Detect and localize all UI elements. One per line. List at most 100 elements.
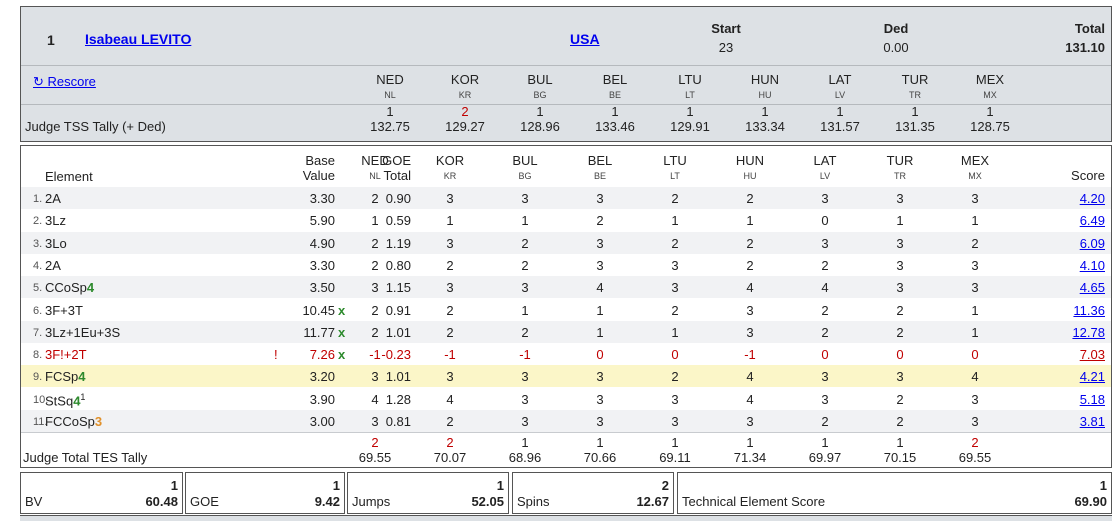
judge-mark: 2 bbox=[446, 257, 454, 273]
judge-tes-rank: 1 bbox=[521, 435, 529, 450]
judge-mark: 1 bbox=[671, 324, 679, 340]
element-score-link[interactable]: 4.65 bbox=[1079, 280, 1105, 296]
element-score-link[interactable]: 4.20 bbox=[1079, 191, 1105, 206]
element-score-link[interactable]: 6.09 bbox=[1079, 235, 1105, 251]
judge-tss-rank: 1 bbox=[536, 104, 544, 119]
judge-mark: 3 bbox=[446, 191, 454, 206]
header-base-2: Value bbox=[302, 168, 335, 183]
element-score-link[interactable]: 7.03 bbox=[1079, 347, 1105, 363]
element-code: FCCoSp bbox=[45, 414, 95, 429]
judge-tss-value: 131.57 bbox=[820, 119, 860, 134]
judge-mark: 3 bbox=[521, 369, 529, 385]
element-score-link[interactable]: 3.81 bbox=[1079, 414, 1105, 429]
judge-country: NL bbox=[384, 90, 396, 100]
judge-tss-value: 131.35 bbox=[895, 119, 935, 134]
element-score-link[interactable]: 12.78 bbox=[1072, 324, 1105, 340]
total-box: 2 Spins 12.67 bbox=[512, 472, 674, 514]
judge-code: NED bbox=[376, 72, 404, 87]
element-code: StSq bbox=[45, 393, 74, 409]
element-name: FCCoSp3 bbox=[45, 414, 102, 429]
judge-mark: 3 bbox=[746, 302, 754, 318]
judge-mark: 0 bbox=[671, 347, 679, 363]
judge-code: LTU bbox=[678, 72, 702, 87]
judge-tes-value: 70.07 bbox=[433, 450, 467, 465]
judge-code: NED bbox=[361, 153, 389, 168]
base-value: 3.90 bbox=[309, 391, 335, 407]
element-index: 1. bbox=[33, 193, 43, 205]
judge-mark: 2 bbox=[896, 391, 904, 407]
total-value: 69.90 bbox=[1074, 494, 1107, 509]
judge-mark: 3 bbox=[896, 191, 904, 206]
total-rank: 1 bbox=[1099, 478, 1107, 493]
element-index: 5. bbox=[33, 282, 43, 295]
skater-summary-panel: 1 Isabeau LEVITO USA Start 23 Ded 0.00 T… bbox=[20, 6, 1112, 142]
element-name: 3F+3T bbox=[45, 303, 83, 318]
judge-mark: 3 bbox=[896, 257, 904, 273]
judge-mark: 3 bbox=[446, 369, 454, 385]
element-score-link[interactable]: 6.49 bbox=[1079, 213, 1105, 229]
edge-flag-icon: ! bbox=[274, 347, 278, 363]
base-value: 3.20 bbox=[309, 369, 335, 385]
judge-tes-value: 71.34 bbox=[733, 450, 767, 465]
base-value: 3.30 bbox=[309, 191, 335, 206]
judge-country: KR bbox=[458, 90, 472, 100]
judge-mark: -1 bbox=[369, 347, 381, 363]
nation-link[interactable]: USA bbox=[570, 31, 600, 47]
element-index: 6. bbox=[33, 304, 43, 317]
judge-mark: -1 bbox=[744, 347, 756, 363]
base-value: 4.90 bbox=[309, 235, 335, 251]
bonus-x-marker: x bbox=[338, 347, 346, 363]
judge-mark: 3 bbox=[521, 280, 529, 296]
element-index: 8. bbox=[33, 349, 43, 362]
judge-mark: 3 bbox=[521, 191, 529, 206]
goe-total: 1.28 bbox=[385, 391, 411, 407]
judge-mark: 3 bbox=[521, 391, 529, 407]
judge-code: KOR bbox=[435, 153, 465, 168]
judge-code: KOR bbox=[450, 72, 480, 87]
base-value: 3.50 bbox=[309, 280, 335, 296]
element-name: 2A bbox=[45, 191, 61, 206]
judge-mark: 1 bbox=[521, 213, 529, 229]
element-row: 4. 2A 3.30 0.80 2 2 2 3 3 2 2 3 3 4.10 bbox=[21, 254, 1111, 276]
total-rank: 1 bbox=[170, 478, 178, 493]
judge-mark: 3 bbox=[371, 414, 379, 429]
judge-mark: 3 bbox=[821, 391, 829, 407]
element-index: 3. bbox=[33, 237, 43, 250]
total-rank: 1 bbox=[332, 478, 340, 493]
judge-tes-value: 70.15 bbox=[883, 450, 917, 465]
total-label: BV bbox=[25, 494, 43, 509]
judge-mark: 3 bbox=[446, 280, 454, 296]
judge-mark: 2 bbox=[446, 324, 454, 340]
judge-mark: 2 bbox=[746, 235, 754, 251]
judge-code: LAT bbox=[828, 72, 852, 87]
element-row: 8. 3F!+2T! 7.26 x -0.23 -1 -1 -1 0 0 -1 0 0 0 7.03 bbox=[21, 343, 1111, 365]
judge-mark: 2 bbox=[371, 257, 379, 273]
element-score-link[interactable]: 4.10 bbox=[1079, 257, 1105, 273]
judge-mark: 2 bbox=[896, 414, 904, 429]
judge-tss-value: 132.75 bbox=[370, 119, 410, 134]
judge-tes-rank: 2 bbox=[446, 435, 454, 450]
element-score-link[interactable]: 4.21 bbox=[1079, 369, 1105, 385]
total-label: Spins bbox=[517, 494, 550, 509]
skater-name-link[interactable]: Isabeau LEVITO bbox=[85, 31, 192, 47]
judge-country: MX bbox=[968, 171, 982, 181]
judge-mark: 3 bbox=[596, 257, 604, 273]
judge-tss-rank: 1 bbox=[611, 104, 619, 119]
bonus-x-marker: x bbox=[338, 302, 346, 318]
element-score-link[interactable]: 5.18 bbox=[1079, 391, 1105, 407]
rescore-link[interactable]: ↻ Rescore bbox=[33, 74, 96, 89]
total-value: 52.05 bbox=[471, 494, 504, 509]
element-code: CCoSp bbox=[45, 280, 87, 296]
judge-mark: 3 bbox=[521, 414, 529, 429]
judge-mark: 2 bbox=[521, 324, 529, 340]
element-name: 3F!+2T bbox=[45, 347, 87, 362]
judge-mark: 2 bbox=[821, 257, 829, 273]
element-score-link[interactable]: 11.36 bbox=[1073, 302, 1105, 318]
judge-tss-value: 129.91 bbox=[670, 119, 710, 134]
element-name: StSq41 bbox=[45, 392, 85, 408]
judge-code: TUR bbox=[901, 72, 929, 87]
element-superscript: 1 bbox=[80, 391, 86, 402]
judge-mark: 3 bbox=[746, 414, 754, 429]
ded-value: 0.00 bbox=[883, 40, 909, 55]
element-code: 3F+3T bbox=[45, 302, 83, 318]
